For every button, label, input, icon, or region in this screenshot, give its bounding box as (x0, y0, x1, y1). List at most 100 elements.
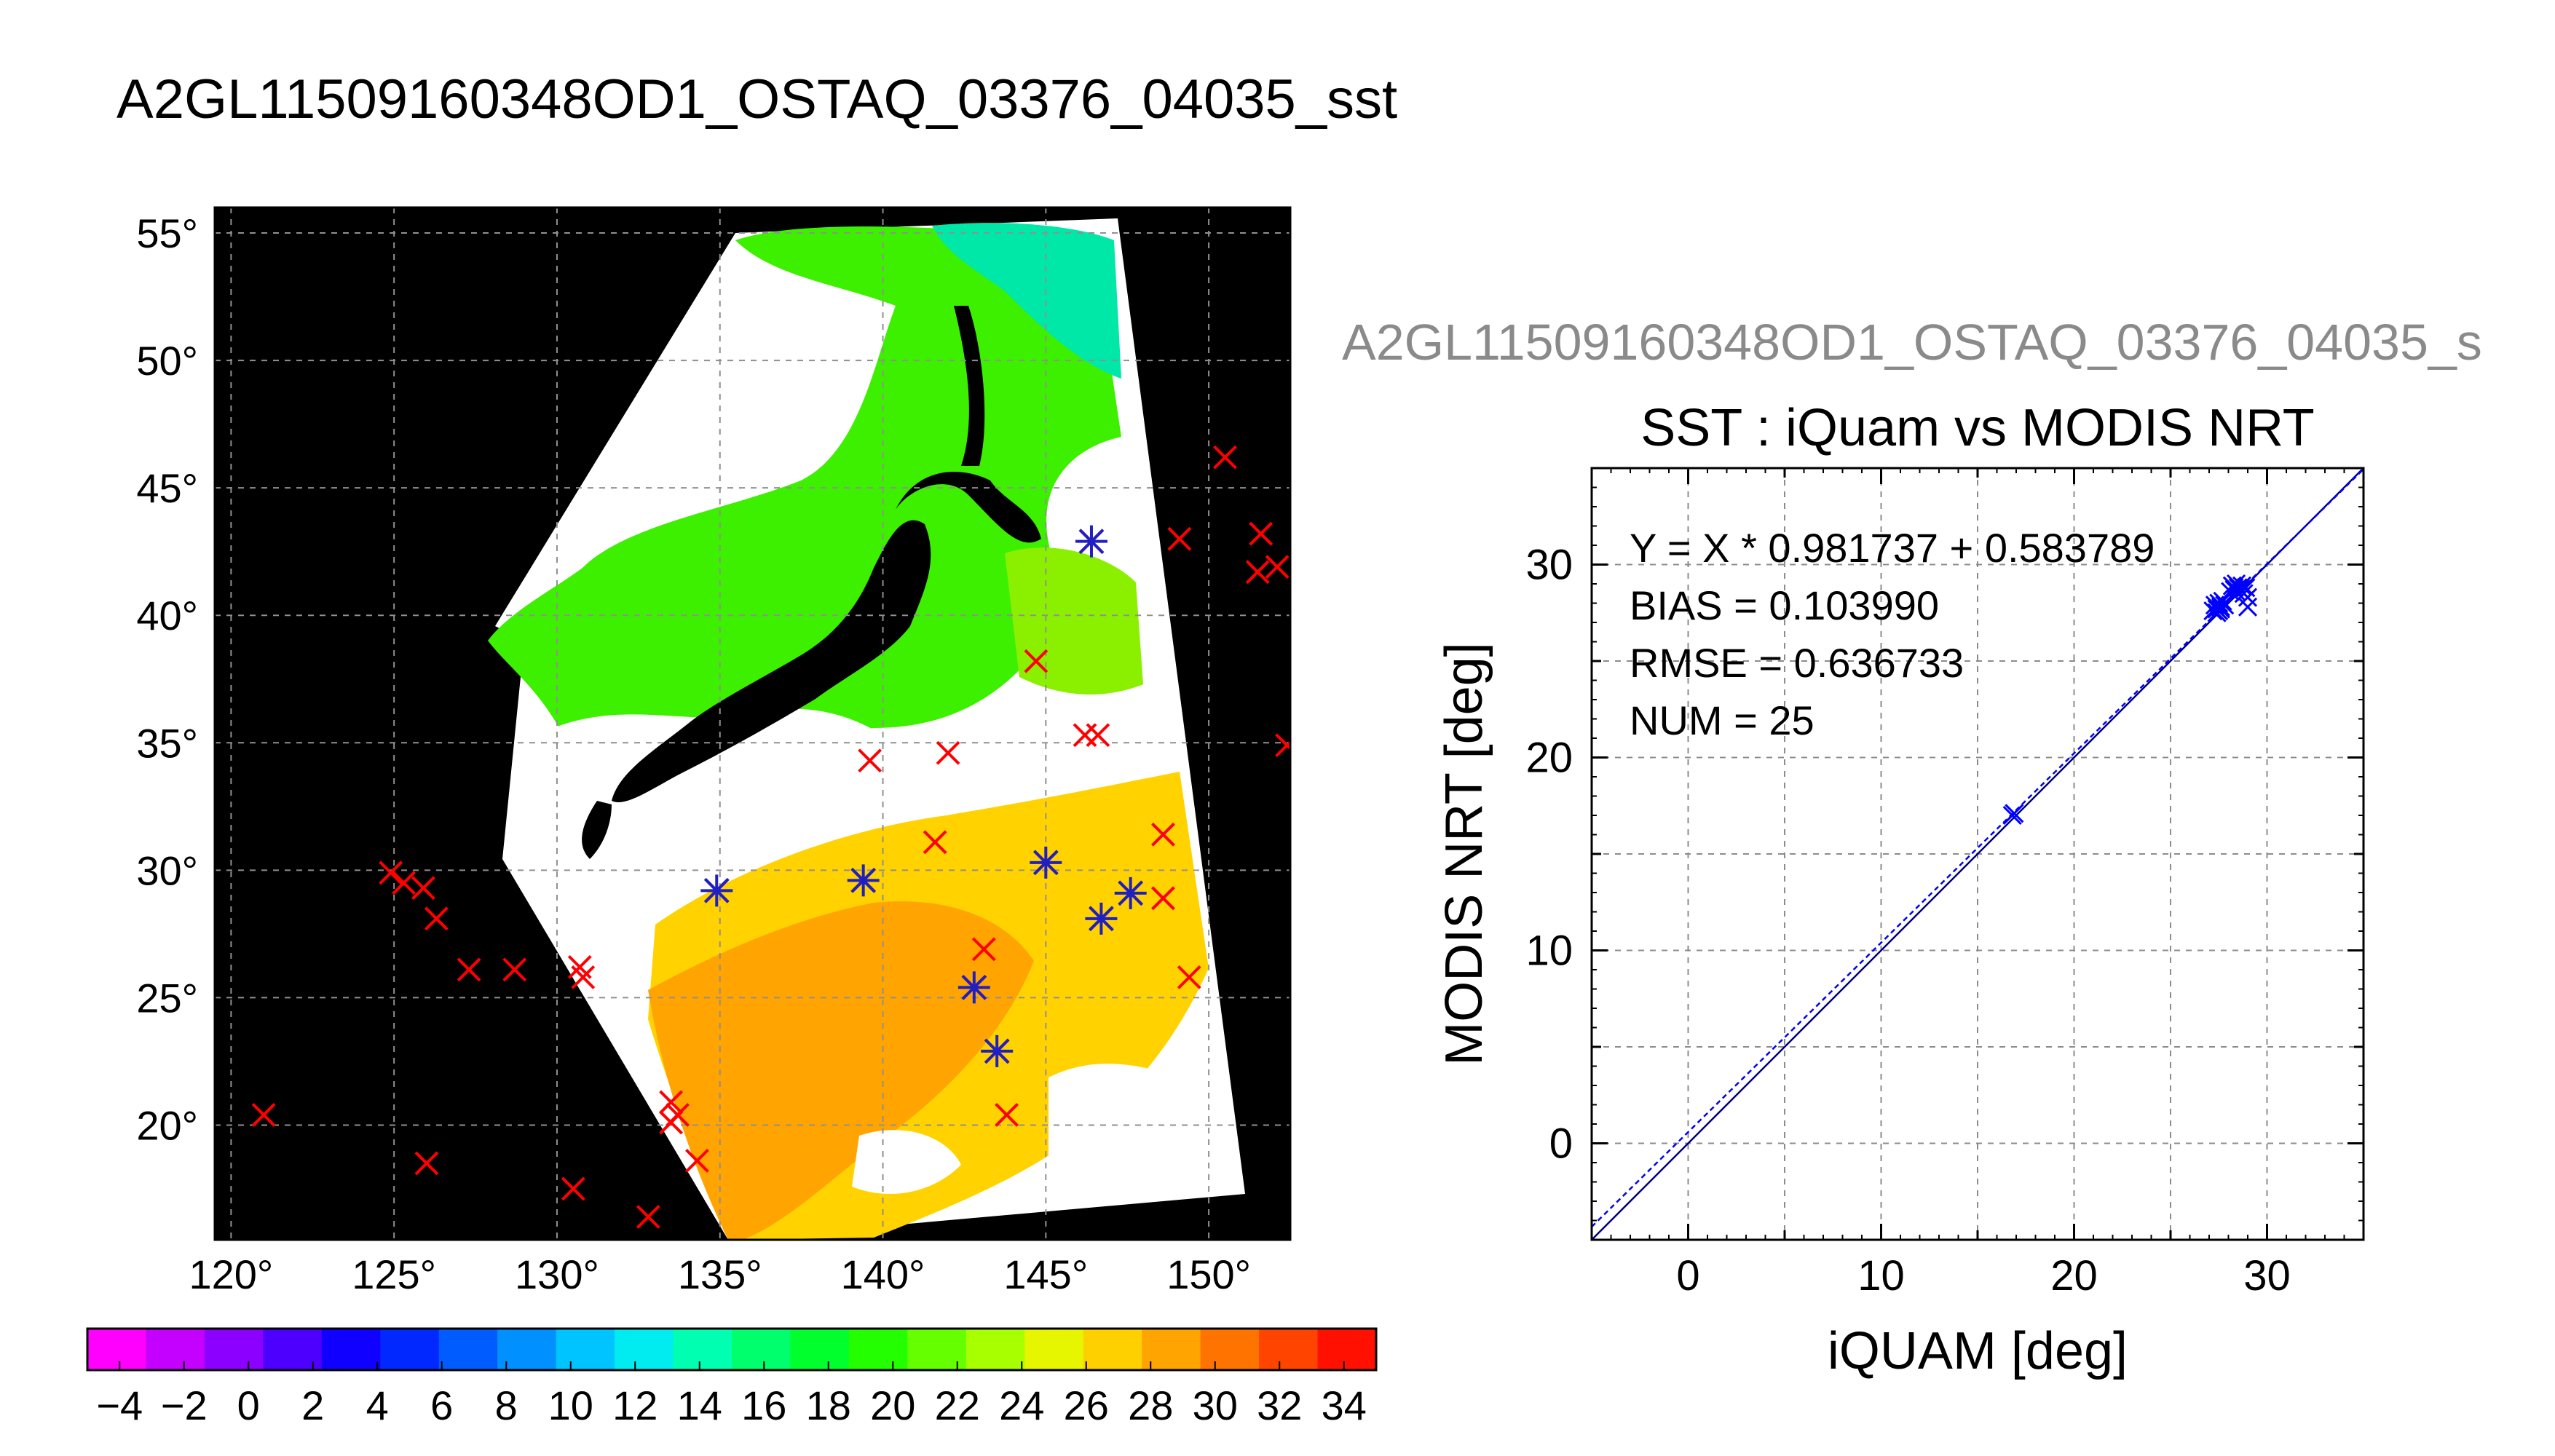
colorbar-cell (965, 1329, 1025, 1370)
iquam-point-marker (858, 748, 882, 773)
map-lat-tick-label: 40° (136, 593, 198, 638)
satellite-swath (488, 218, 1245, 1240)
scatter-x-tick-label: 10 (1857, 1252, 1905, 1299)
colorbar-frame (86, 1327, 1378, 1372)
colorbar-cell (673, 1329, 732, 1370)
iquam-point-marker (1249, 521, 1273, 546)
iquam-point-marker (251, 1103, 276, 1127)
map-markers (251, 445, 1290, 1229)
scatter-frame (1590, 467, 2365, 1241)
iquam-point-marker (411, 876, 435, 901)
iquam-point-marker (1213, 445, 1237, 470)
scatter-point (2232, 576, 2252, 596)
land-sakhalin (954, 306, 985, 466)
map-lon-tick-label: 130° (515, 1251, 599, 1297)
scatter-gridlines (1592, 468, 2364, 1240)
sst-north-band (488, 226, 1121, 808)
colorbar-tick-label: 16 (741, 1382, 786, 1428)
colorbar-tick-label: 2 (301, 1382, 324, 1428)
map-lat-tick-label: 30° (136, 847, 198, 893)
iquam-point-marker (457, 957, 481, 982)
matched-point-marker (847, 864, 880, 897)
colorbar-cell (321, 1329, 381, 1370)
colorbar-tick-label: 22 (935, 1382, 980, 1428)
scatter-stats: Y = X * 0.981737 + 0.583789 BIAS = 0.103… (1630, 525, 2155, 743)
colorbar-tick-label: 8 (495, 1382, 518, 1428)
colorbar-tick-label: 10 (548, 1382, 593, 1428)
matched-point-marker (700, 874, 733, 907)
scatter-y-tick-label: 10 (1525, 927, 1573, 975)
iquam-point-marker (1275, 733, 1290, 758)
colorbar-cell (497, 1329, 557, 1370)
colorbar: −4 −2 0 2 4 6 8 10 12 14 16 18 20 22 24 26 28 30 32 34 (86, 1327, 1378, 1428)
matched-point-marker (1075, 525, 1107, 558)
map-lat-tick-label: 50° (136, 338, 198, 384)
colorbar-tick-labels: −4 −2 0 2 4 6 8 10 12 14 16 18 20 22 24 26 28 30 32 34 (96, 1361, 1367, 1428)
colorbar-cell (1259, 1329, 1319, 1370)
iquam-point-marker (971, 937, 996, 962)
scatter-panel: A2GL11509160348OD1_OSTAQ_03376_04035_s S… (1342, 314, 2482, 1380)
map-lon-tick-label: 135° (678, 1251, 762, 1297)
colorbar-cell (380, 1329, 440, 1370)
colorbar-tick-label: 18 (806, 1382, 851, 1428)
scatter-y-tick-label: 0 (1549, 1120, 1573, 1168)
iquam-point-marker (1151, 886, 1175, 911)
colorbar-cell (87, 1329, 146, 1370)
colorbar-cell (1317, 1329, 1377, 1370)
colorbar-tick-label: 30 (1193, 1382, 1238, 1428)
scatter-point (2209, 601, 2229, 621)
colorbar-cell (204, 1329, 264, 1370)
iquam-point-marker (561, 1176, 585, 1201)
colorbar-tick-label: 28 (1128, 1382, 1173, 1428)
colorbar-cells (87, 1329, 1377, 1370)
colorbar-cell (1200, 1329, 1260, 1370)
scatter-point (2005, 804, 2024, 823)
iquam-point-marker (636, 1205, 660, 1229)
colorbar-cell (556, 1329, 615, 1370)
stats-fit-equation: Y = X * 0.981737 + 0.583789 (1630, 525, 2155, 571)
scatter-x-tick-label: 20 (2050, 1252, 2098, 1299)
map-panel: 120° 125° 130° 135° 140° 145° 150° 20° 25° 30° 35°… (136, 206, 1292, 1297)
map-lat-tick-label: 35° (136, 720, 198, 766)
colorbar-cell (732, 1329, 791, 1370)
cloud-patch (852, 1130, 961, 1194)
map-gridlines (215, 207, 1290, 1240)
map-lon-tick-label: 120° (189, 1251, 273, 1297)
scatter-point (2224, 578, 2244, 598)
colorbar-tick-label: −2 (161, 1382, 208, 1428)
colorbar-tick-label: 34 (1322, 1382, 1367, 1428)
land-hokkaido (896, 472, 1041, 543)
map-lon-tick-label: 140° (841, 1251, 925, 1297)
scatter-x-tick-label: 0 (1676, 1252, 1699, 1299)
colorbar-cell (615, 1329, 674, 1370)
iquam-point-marker (502, 957, 527, 982)
iquam-point-marker (684, 1149, 709, 1173)
scatter-point (2211, 597, 2230, 617)
cloud-patch (990, 707, 1165, 796)
colorbar-cell (848, 1329, 908, 1370)
scatter-y-tick-label: 30 (1525, 542, 1573, 589)
map-frame (213, 206, 1292, 1241)
stats-rmse: RMSE = 0.636733 (1630, 640, 1964, 686)
matched-point-marker (1030, 846, 1062, 879)
scatter-point (2238, 587, 2258, 607)
colorbar-tick-label: 6 (430, 1382, 453, 1428)
iquam-point-marker (1024, 649, 1049, 673)
iquam-point-marker (1177, 965, 1201, 989)
iquam-point-marker (923, 830, 947, 855)
colorbar-tick-label: 24 (999, 1382, 1044, 1428)
sst-south-warm (648, 901, 1034, 1240)
colorbar-tick-label: 20 (870, 1382, 915, 1428)
colorbar-tick-label: 4 (366, 1382, 389, 1428)
colorbar-tick-label: 32 (1257, 1382, 1302, 1428)
matched-point-marker (1085, 902, 1118, 935)
land-honshu (612, 520, 931, 802)
iquam-point-marker (392, 871, 416, 895)
iquam-point-marker (379, 860, 403, 885)
scatter-ylabel: MODIS NRT [deg] (1435, 642, 1493, 1066)
iquam-point-marker (414, 1151, 439, 1176)
colorbar-tick-label: −4 (96, 1382, 143, 1428)
iquam-point-marker (995, 1103, 1019, 1127)
